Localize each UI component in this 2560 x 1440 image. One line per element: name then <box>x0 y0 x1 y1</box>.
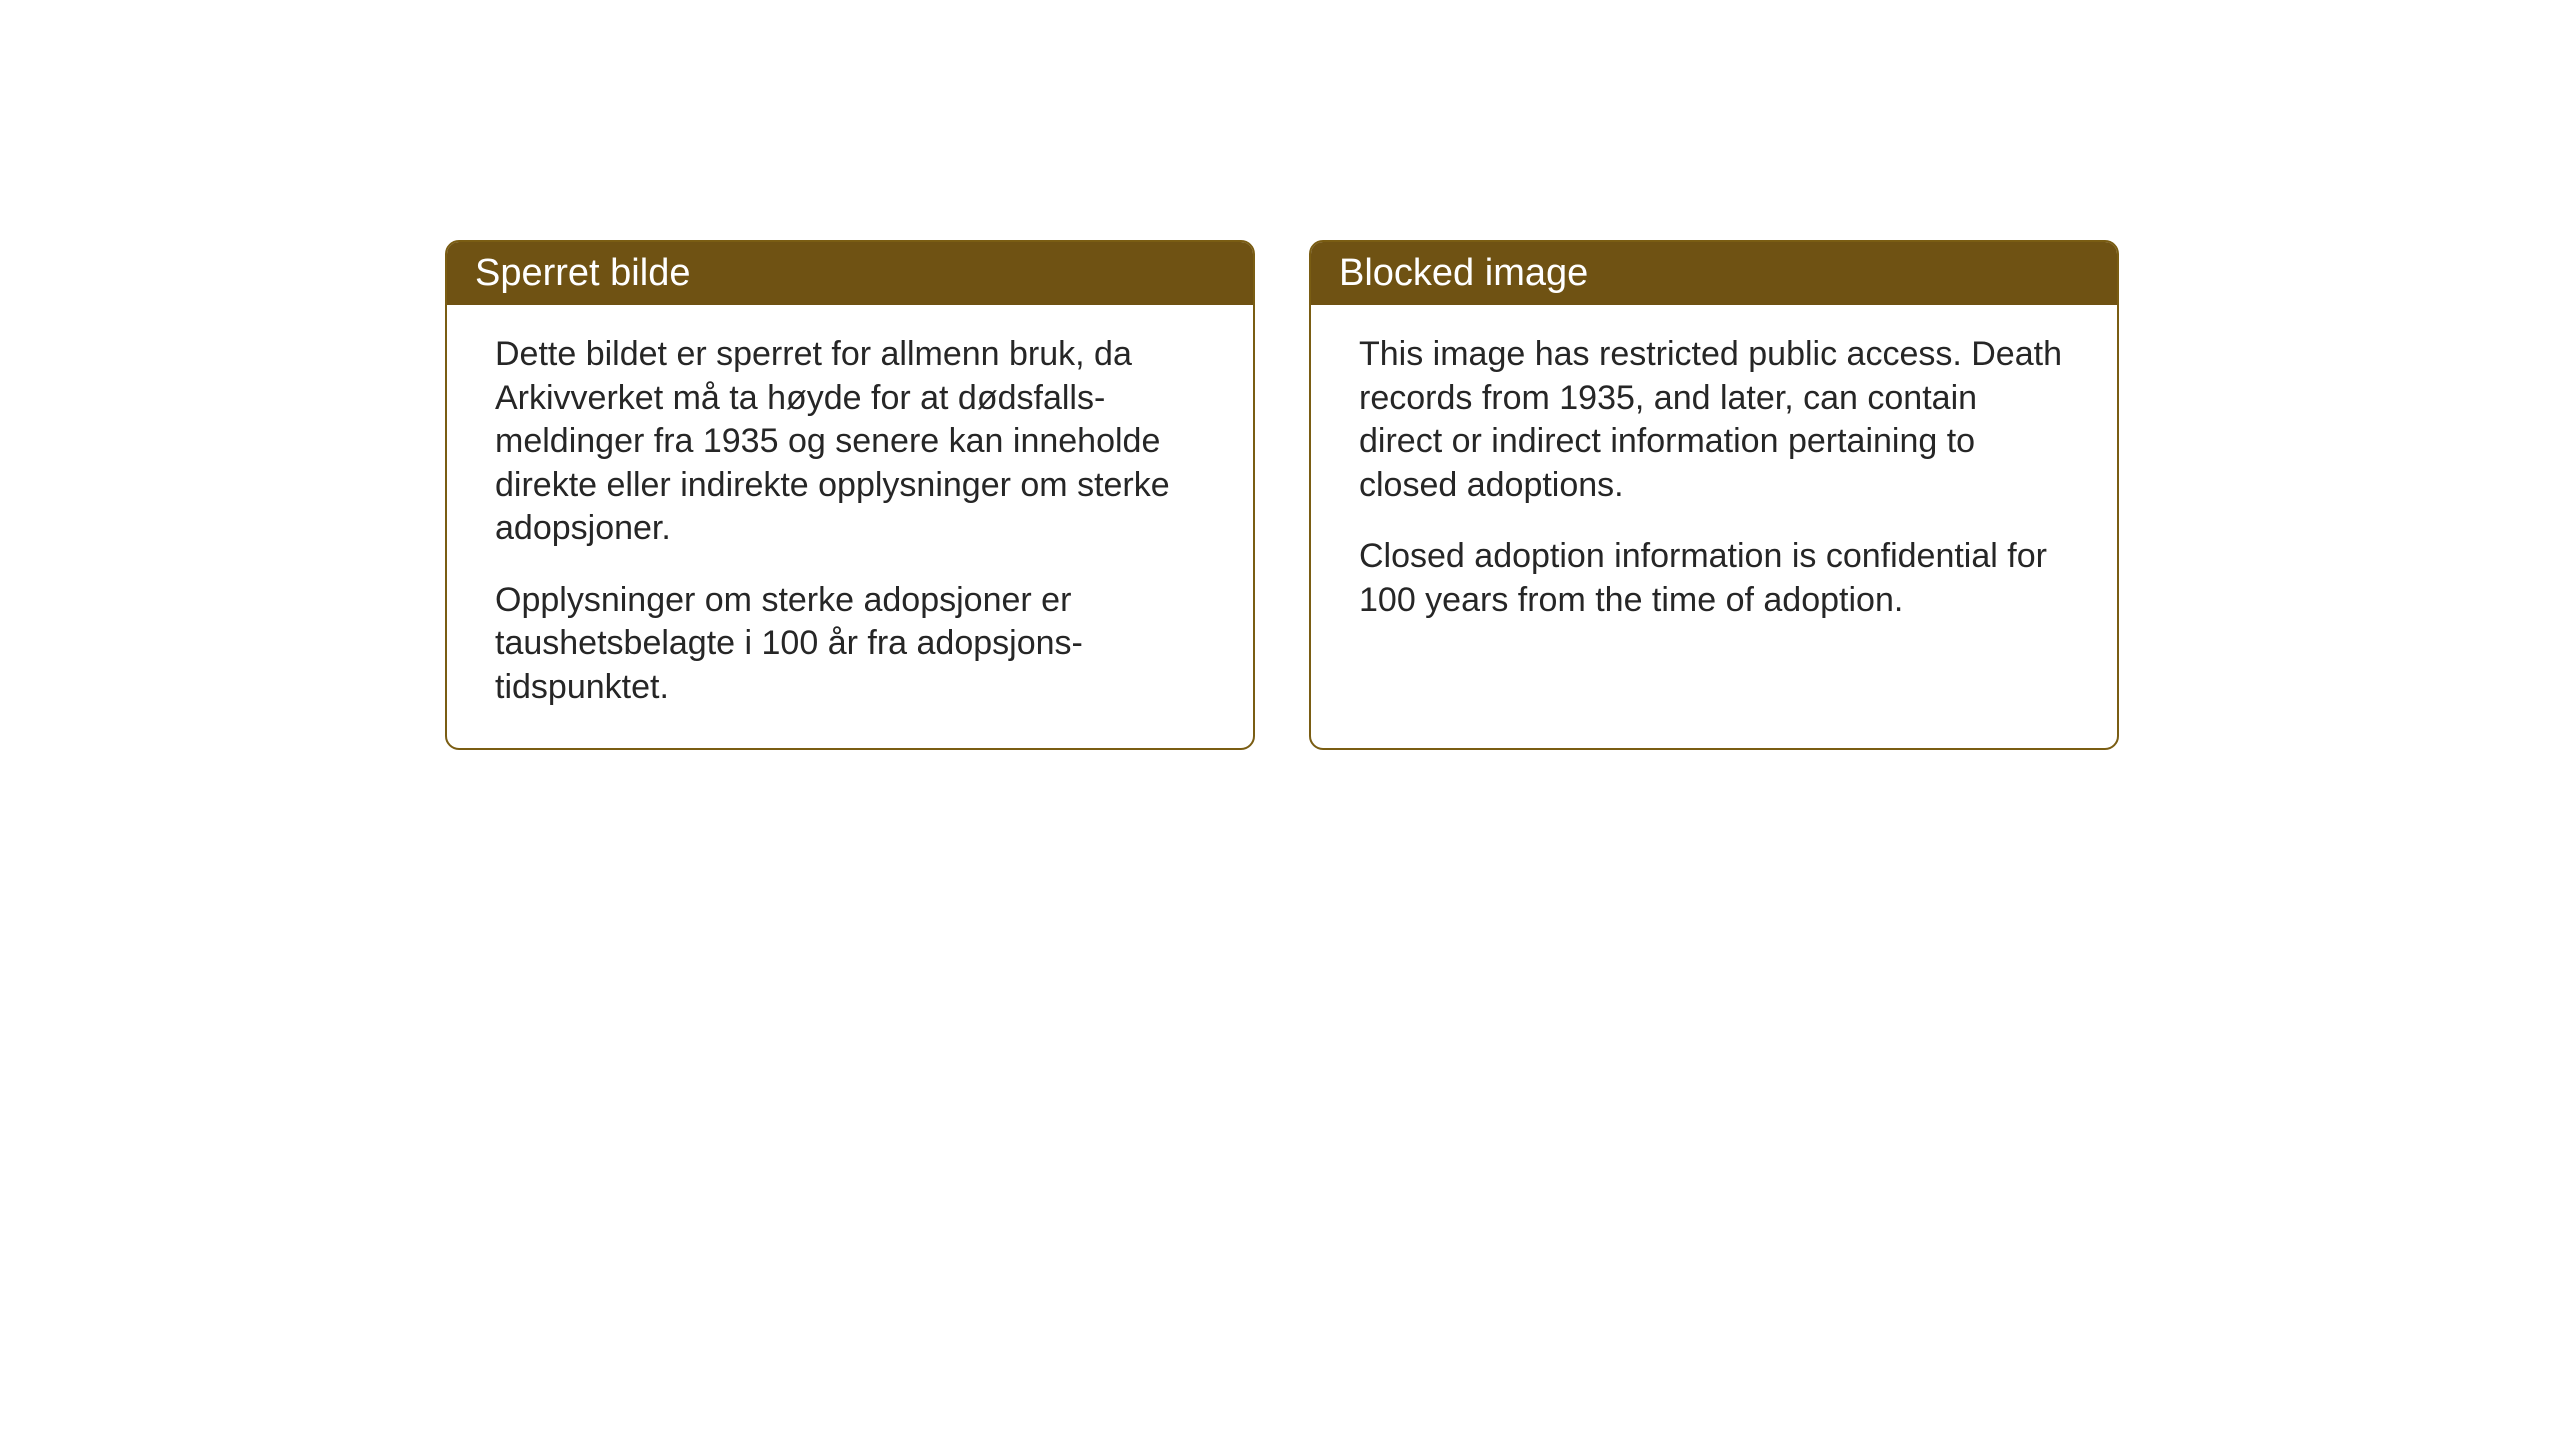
card-title: Blocked image <box>1339 252 1588 294</box>
paragraph-1: This image has restricted public access.… <box>1359 333 2069 507</box>
paragraph-2: Closed adoption information is confident… <box>1359 535 2069 622</box>
notice-container: Sperret bilde Dette bildet er sperret fo… <box>445 240 2119 750</box>
notice-card-norwegian: Sperret bilde Dette bildet er sperret fo… <box>445 240 1255 750</box>
card-header-norwegian: Sperret bilde <box>447 242 1253 305</box>
paragraph-1: Dette bildet er sperret for allmenn bruk… <box>495 333 1205 551</box>
paragraph-2: Opplysninger om sterke adopsjoner er tau… <box>495 579 1205 710</box>
card-header-english: Blocked image <box>1311 242 2117 305</box>
card-body-norwegian: Dette bildet er sperret for allmenn bruk… <box>447 305 1253 745</box>
card-title: Sperret bilde <box>475 252 690 294</box>
notice-card-english: Blocked image This image has restricted … <box>1309 240 2119 750</box>
card-body-english: This image has restricted public access.… <box>1311 305 2117 658</box>
